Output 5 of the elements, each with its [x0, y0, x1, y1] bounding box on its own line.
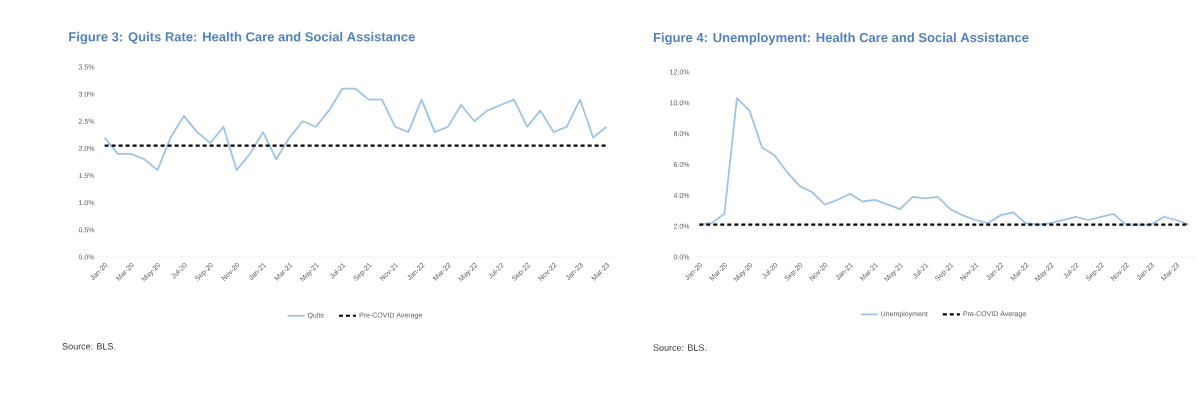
source-note: Source: BLS.: [62, 343, 116, 350]
chart-title: Figure 3: Quits Rate: Health Care and Social Assistance: [69, 31, 415, 45]
source-note: Source: BLS.: [653, 344, 707, 351]
line-series: [103, 87, 608, 172]
chart-title: Figure 4: Unemployment: Health Care and Social Assistance: [653, 32, 1029, 45]
